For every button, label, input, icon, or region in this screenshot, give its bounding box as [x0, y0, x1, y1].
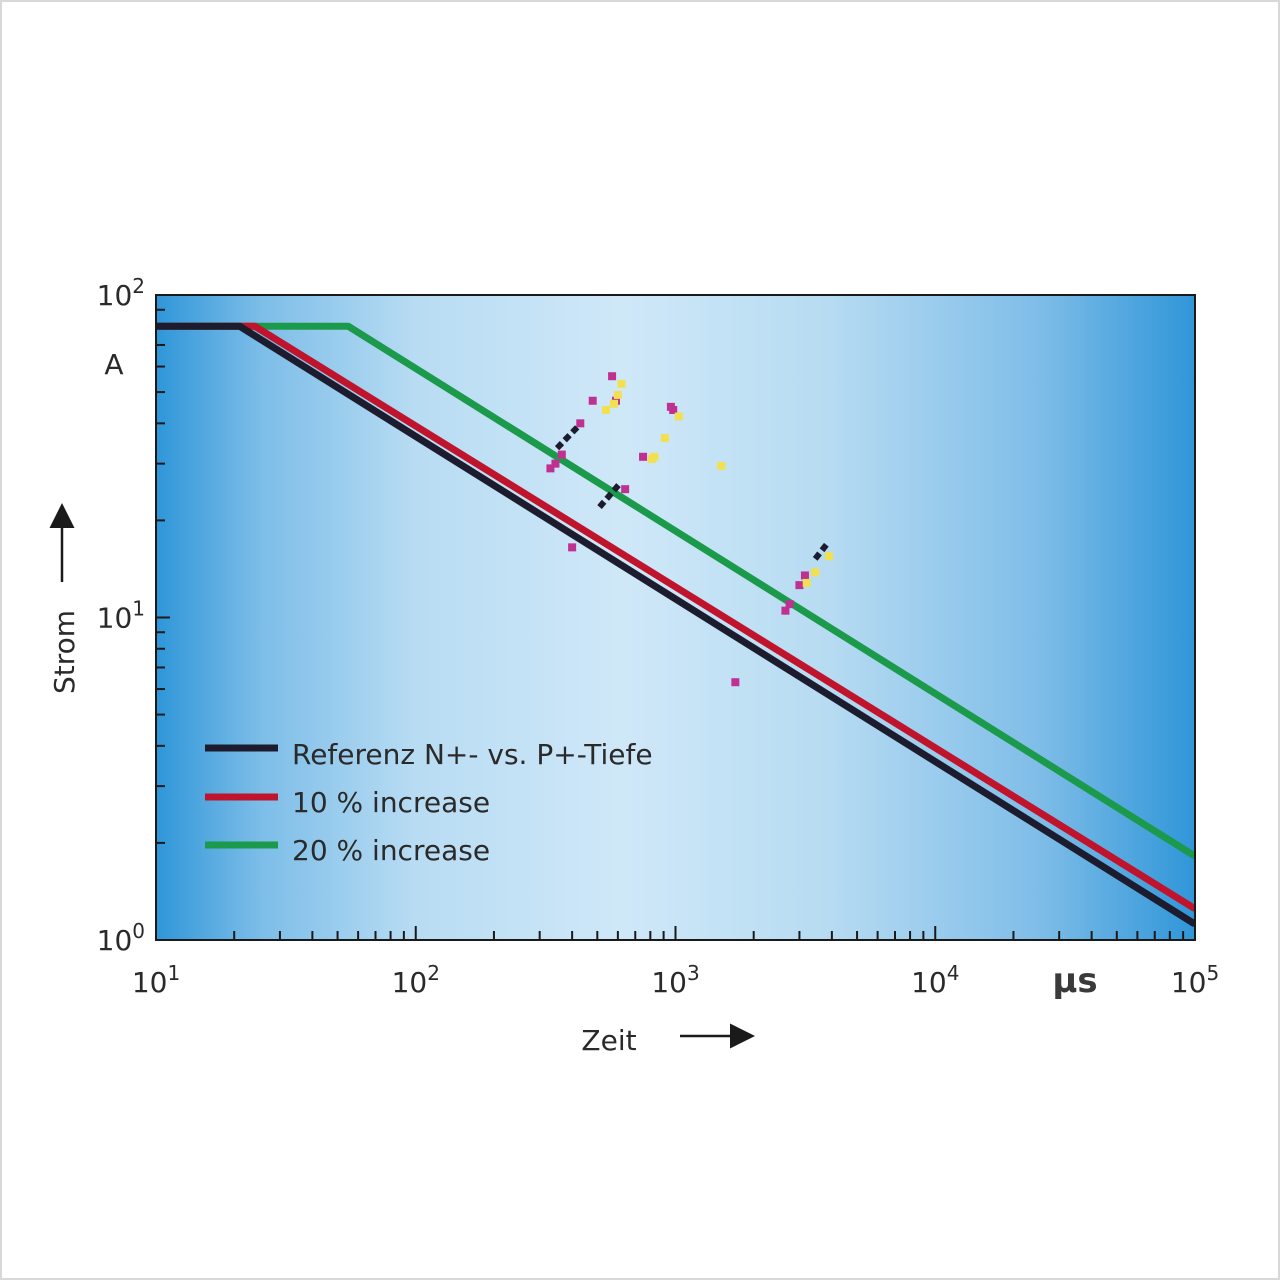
x-tick-label-2: 103: [651, 961, 699, 999]
scatter-point-1-0: [601, 405, 610, 414]
y-tick-label-0: 100: [97, 919, 145, 957]
x-unit-label: µs: [1052, 961, 1097, 1001]
scatter-point-0-11: [669, 405, 678, 414]
scatter-point-0-14: [785, 600, 794, 609]
scatter-point-0-13: [781, 606, 790, 615]
scatter-point-1-7: [674, 412, 683, 421]
scatter-point-0-8: [621, 485, 630, 494]
scatter-point-0-9: [639, 452, 648, 461]
y-tick-label-1: 101: [97, 597, 145, 635]
y-axis-title: Strom: [48, 610, 81, 694]
legend-label-20-percent: 20 % increase: [292, 834, 490, 867]
scatter-point-0-4: [576, 419, 585, 428]
scatter-point-0-5: [588, 396, 597, 405]
dash-segment-2: [812, 541, 830, 561]
x-tick-label-0: 101: [132, 961, 180, 999]
legend-label-referenz: Referenz N+- vs. P+-Tiefe: [292, 738, 653, 771]
scatter-point-1-9: [802, 578, 811, 587]
tick-labels: 101 102 103 104 105 100 101 102: [97, 274, 1220, 999]
scatter-point-1-1: [610, 399, 619, 408]
scatter-point-1-2: [613, 390, 622, 399]
x-tick-label-1: 102: [392, 961, 440, 999]
scatter-point-0-6: [608, 372, 617, 381]
legend-label-10-percent: 10 % increase: [292, 786, 490, 819]
y-tick-label-2: 102: [97, 274, 145, 312]
x-tick-label-4: 105: [1171, 961, 1219, 999]
dash-segment-0: [554, 424, 580, 451]
scatter-point-0-0: [546, 464, 555, 473]
scatter-point-1-6: [660, 434, 669, 443]
series-lines: [156, 322, 1195, 928]
scatter-point-1-5: [650, 452, 659, 461]
scatter-point-1-11: [825, 552, 834, 561]
axis-ticks: [155, 308, 1185, 941]
scatter-point-0-2: [557, 450, 566, 459]
plot-background: [156, 295, 1195, 940]
legend: Referenz N+- vs. P+-Tiefe 10 % increase …: [205, 738, 653, 867]
x-axis-title: Zeit: [581, 1024, 636, 1057]
dash-segment-1: [597, 481, 623, 510]
scatter-point-1-3: [617, 379, 626, 388]
scatter-point-0-16: [800, 571, 809, 580]
scatter-point-0-15: [795, 581, 804, 590]
x-tick-label-3: 104: [911, 961, 959, 999]
series-line-0: [156, 322, 1195, 928]
scatter-point-1-8: [717, 461, 726, 470]
scatter-point-0-1: [551, 459, 560, 468]
scatter-markers: [546, 372, 834, 687]
scatter-point-0-12: [731, 678, 740, 687]
y-unit-label: A: [104, 348, 123, 381]
scatter-point-1-10: [811, 568, 820, 577]
scatter-point-0-3: [568, 543, 577, 552]
plot-border: [155, 294, 1196, 941]
